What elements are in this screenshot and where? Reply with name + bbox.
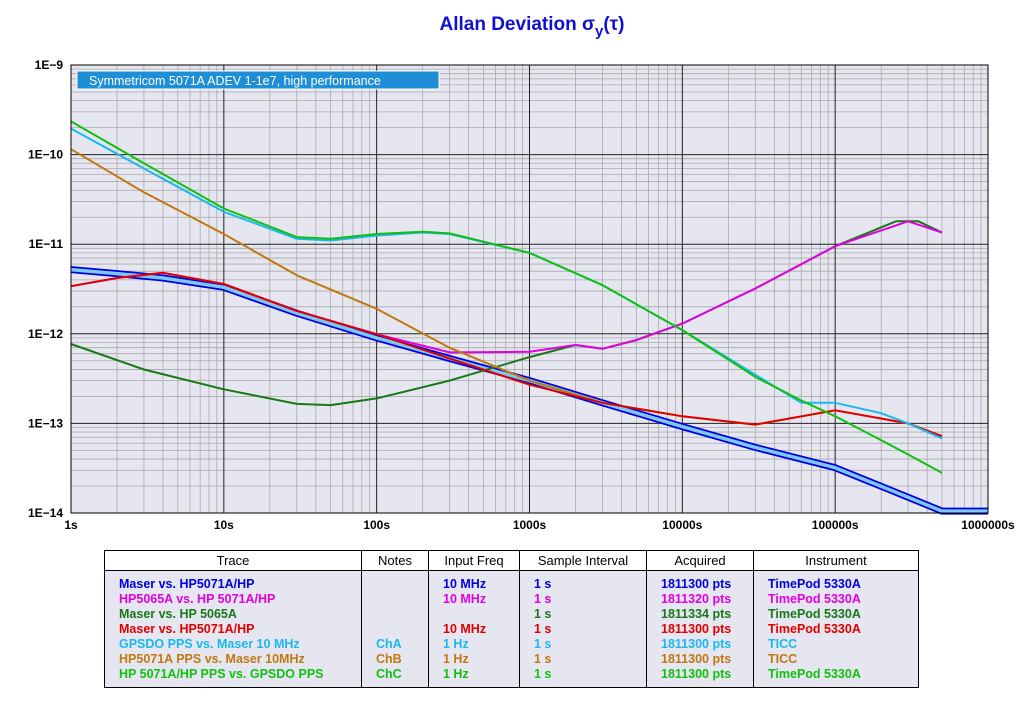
trace-table-row: Maser vs. HP 5065A 1 s 1811334 pts TimePod …	[104, 607, 919, 622]
cell-sample-interval: 1 s	[519, 607, 647, 622]
trace-table-body: Maser vs. HP5071A/HP 10 MHz 1 s 1811300 pts…	[104, 570, 919, 688]
cell-input-freq	[428, 607, 520, 622]
cell-trace: Maser vs. HP5071A/HP	[104, 570, 362, 592]
cell-acquired: 1811300 pts	[646, 637, 754, 652]
plot-frame	[70, 64, 989, 514]
cell-trace: Maser vs. HP 5065A	[104, 607, 362, 622]
trace-table-row: HP5065A vs. HP 5071A/HP 10 MHz 1 s 1811320 …	[104, 592, 919, 607]
cell-instrument: TICC	[753, 637, 919, 652]
x-tick-label: 10000s	[662, 518, 702, 532]
cell-sample-interval: 1 s	[519, 592, 647, 607]
y-tick-label: 1E−13	[28, 416, 63, 430]
cell-input-freq: 10 MHz	[428, 592, 520, 607]
x-tick-label: 100s	[363, 518, 390, 532]
y-tick-label: 1E−12	[28, 327, 63, 341]
header-notes: Notes	[361, 550, 429, 571]
cell-input-freq: 1 Hz	[428, 667, 520, 688]
trace-table: Trace Notes Input Freq Sample Interval A…	[104, 550, 919, 688]
cell-acquired: 1811300 pts	[646, 667, 754, 688]
cell-input-freq: 10 MHz	[428, 622, 520, 637]
cell-instrument: TimePod 5330A	[753, 592, 919, 607]
series-group	[70, 120, 988, 515]
cell-sample-interval: 1 s	[519, 637, 647, 652]
cell-trace: HP 5071A/HP PPS vs. GPSDO PPS	[104, 667, 362, 688]
x-tick-label: 1000000s	[961, 518, 1015, 532]
cell-notes	[361, 607, 429, 622]
annotation-text: Symmetricom 5071A ADEV 1-1e7, high perfo…	[89, 74, 381, 88]
y-tick-label: 1E−11	[29, 237, 64, 251]
y-tick-label: 1E−14	[28, 506, 63, 520]
series-line-7	[70, 120, 943, 474]
chart-title-suffix: (τ)	[603, 14, 625, 35]
cell-notes: ChB	[361, 652, 429, 667]
cell-instrument: TimePod 5330A	[753, 622, 919, 637]
chart-title-subscript: y	[595, 23, 604, 40]
annotation-box-bg	[76, 70, 440, 90]
cell-trace: HP5065A vs. HP 5071A/HP	[104, 592, 362, 607]
cell-instrument: TimePod 5330A	[753, 607, 919, 622]
cell-input-freq: 1 Hz	[428, 637, 520, 652]
cell-acquired: 1811300 pts	[646, 622, 754, 637]
trace-table-row: Maser vs. HP5071A/HP 10 MHz 1 s 1811300 pts…	[104, 570, 919, 592]
y-tick-label: 1E−10	[28, 148, 63, 162]
y-tick-label: 1E−9	[35, 58, 64, 72]
cell-input-freq: 1 Hz	[428, 652, 520, 667]
cell-acquired: 1811334 pts	[646, 607, 754, 622]
chart-title: Allan Deviation σy(τ)	[0, 14, 1022, 40]
cell-instrument: TimePod 5330A	[753, 667, 919, 688]
cell-acquired: 1811300 pts	[646, 652, 754, 667]
series-line-4	[70, 271, 943, 438]
trace-table-row: Maser vs. HP5071A/HP 10 MHz 1 s 1811300 pts…	[104, 622, 919, 637]
cell-notes	[361, 570, 429, 592]
cell-trace: Maser vs. HP5071A/HP	[104, 622, 362, 637]
header-instrument: Instrument	[753, 550, 919, 571]
tick-labels: 1s 10s 100s 1000s 10000s 100000s 1000000s 1E−14…	[28, 58, 1015, 532]
cell-sample-interval: 1 s	[519, 622, 647, 637]
adev-chart: 1s 10s 100s 1000s 10000s 100000s 1000000s 1E−14…	[28, 58, 1015, 532]
chart-title-main: Allan Deviation σ	[439, 14, 596, 35]
cell-notes	[361, 622, 429, 637]
cell-acquired: 1811320 pts	[646, 592, 754, 607]
header-acquired: Acquired	[646, 550, 754, 571]
grid	[70, 64, 989, 514]
trace-table-header: Trace Notes Input Freq Sample Interval A…	[104, 550, 919, 571]
cell-instrument: TICC	[753, 652, 919, 667]
cell-sample-interval: 1 s	[519, 667, 647, 688]
cell-input-freq: 10 MHz	[428, 570, 520, 592]
x-tick-label: 10s	[214, 518, 234, 532]
cell-sample-interval: 1 s	[519, 570, 647, 592]
header-trace: Trace	[104, 550, 362, 571]
x-tick-label: 1000s	[513, 518, 547, 532]
cell-trace: GPSDO PPS vs. Maser 10 MHz	[104, 637, 362, 652]
cell-notes: ChA	[361, 637, 429, 652]
header-input-freq: Input Freq	[428, 550, 520, 571]
header-sample-interval: Sample Interval	[519, 550, 647, 571]
cell-acquired: 1811300 pts	[646, 570, 754, 592]
trace-table-row: HP5071A PPS vs. Maser 10MHz ChB 1 Hz 1 s 181…	[104, 652, 919, 667]
x-tick-label: 1s	[64, 518, 78, 532]
cell-sample-interval: 1 s	[519, 652, 647, 667]
x-tick-label: 100000s	[812, 518, 859, 532]
annotation-box: Symmetricom 5071A ADEV 1-1e7, high perfo…	[76, 70, 440, 90]
cell-notes	[361, 592, 429, 607]
trace-table-row: GPSDO PPS vs. Maser 10 MHz ChA 1 Hz 1 s 1811…	[104, 637, 919, 652]
cell-instrument: TimePod 5330A	[753, 570, 919, 592]
cell-notes: ChC	[361, 667, 429, 688]
cell-trace: HP5071A PPS vs. Maser 10MHz	[104, 652, 362, 667]
